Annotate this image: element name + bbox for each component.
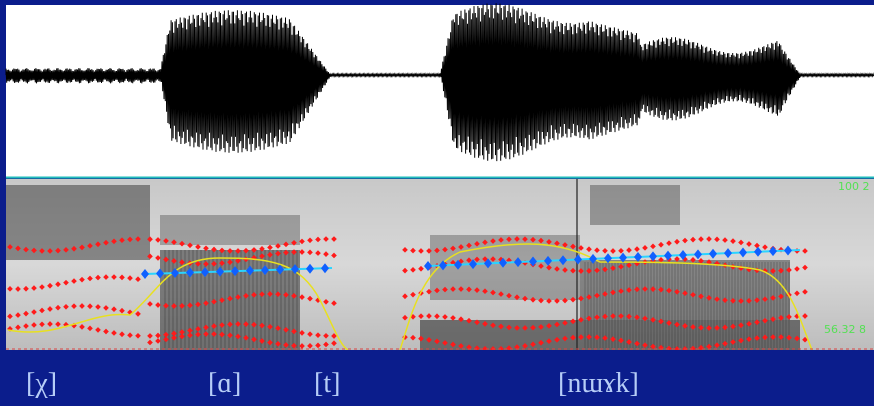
segment-label: [ɑ] (208, 368, 241, 399)
segment-label: [t] (314, 368, 340, 399)
spectral-band (160, 215, 300, 245)
speech-figure: 100 2 56.32 8 [χ] [ɑ] [t] [nɯɤk] (0, 0, 874, 406)
segment-label: [nɯɤk] (558, 368, 639, 399)
scale-bottom: 56.32 8 (824, 323, 866, 336)
segment-label: [χ] (26, 368, 57, 399)
scale-top: 100 2 (838, 180, 870, 193)
spectral-band (590, 185, 680, 225)
